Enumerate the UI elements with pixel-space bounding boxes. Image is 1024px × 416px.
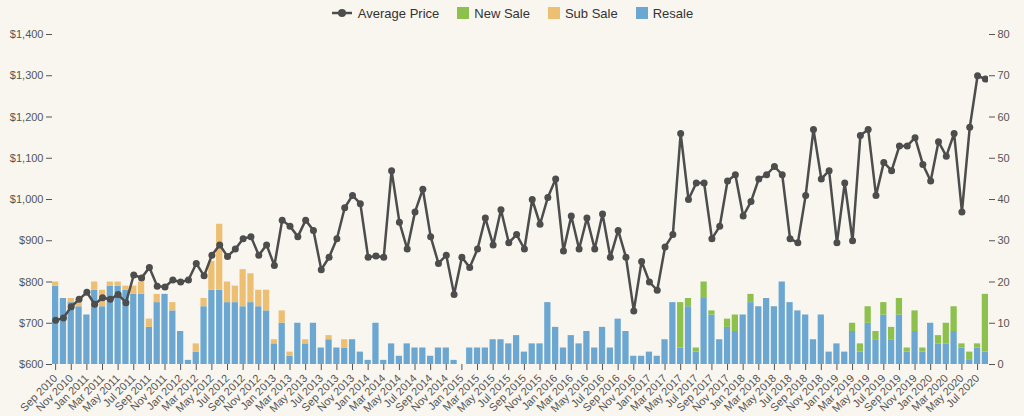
svg-text:Mar 2019: Mar 2019 xyxy=(815,371,857,414)
svg-text:Sep 2018: Sep 2018 xyxy=(767,371,810,414)
svg-text:Jan 2015: Jan 2015 xyxy=(425,371,466,413)
svg-text:50: 50 xyxy=(998,152,1010,164)
svg-text:Nov 2011: Nov 2011 xyxy=(127,371,169,413)
svg-text:Jan 2018: Jan 2018 xyxy=(706,371,748,413)
svg-text:Mar 2017: Mar 2017 xyxy=(627,371,669,414)
svg-text:Nov 2016: Nov 2016 xyxy=(595,371,638,414)
svg-text:$1,000: $1,000 xyxy=(10,193,44,205)
html-text:Sub Sale: Sub Sale xyxy=(564,5,618,21)
svg-text:Sep 2019: Sep 2019 xyxy=(861,371,904,414)
svg-text:Sep 2011: Sep 2011 xyxy=(112,371,154,413)
svg-text:Nov 2012: Nov 2012 xyxy=(220,371,263,414)
svg-text:May 2014: May 2014 xyxy=(360,371,404,415)
html-text:Average Price: Average Price xyxy=(357,5,440,21)
svg-text:$1,400: $1,400 xyxy=(10,28,44,40)
svg-text:Mar 2013: Mar 2013 xyxy=(252,371,294,414)
svg-text:40: 40 xyxy=(998,193,1010,205)
html-text:Resale: Resale xyxy=(652,5,694,21)
svg-text:Jul 2016: Jul 2016 xyxy=(568,371,607,410)
svg-text:Nov 2017: Nov 2017 xyxy=(689,371,732,414)
svg-text:$900: $900 xyxy=(19,234,43,246)
svg-text:Mar 2011: Mar 2011 xyxy=(65,371,107,413)
svg-text:0: 0 xyxy=(998,358,1004,370)
svg-text:May 2020: May 2020 xyxy=(923,371,966,415)
svg-text:May 2015: May 2015 xyxy=(454,371,498,415)
svg-text:May 2012: May 2012 xyxy=(173,371,216,415)
svg-text:Jul 2014: Jul 2014 xyxy=(381,371,419,410)
svg-text:Mar 2015: Mar 2015 xyxy=(440,371,482,414)
svg-text:$700: $700 xyxy=(19,317,43,329)
svg-text:Jan 2016: Jan 2016 xyxy=(519,371,560,413)
svg-text:10: 10 xyxy=(998,317,1010,329)
svg-text:$1,300: $1,300 xyxy=(10,69,44,81)
svg-text:Jan 2012: Jan 2012 xyxy=(144,371,185,413)
svg-text:Sep 2014: Sep 2014 xyxy=(392,371,435,414)
svg-text:Mar 2012: Mar 2012 xyxy=(158,371,201,414)
svg-text:Jul 2012: Jul 2012 xyxy=(193,371,232,410)
svg-text:Sep 2012: Sep 2012 xyxy=(205,371,247,414)
svg-text:60: 60 xyxy=(998,111,1010,123)
svg-text:80: 80 xyxy=(998,28,1010,40)
svg-text:Jan 2019: Jan 2019 xyxy=(800,371,841,413)
svg-text:May 2016: May 2016 xyxy=(548,371,591,415)
html-text:New Sale: New Sale xyxy=(474,5,530,21)
svg-text:$600: $600 xyxy=(19,358,43,370)
svg-text:20: 20 xyxy=(998,276,1010,288)
svg-text:Mar 2016: Mar 2016 xyxy=(533,371,576,414)
svg-text:Nov 2018: Nov 2018 xyxy=(783,371,826,414)
svg-text:Nov 2013: Nov 2013 xyxy=(314,371,357,414)
svg-text:30: 30 xyxy=(998,234,1010,246)
svg-text:Sep 2017: Sep 2017 xyxy=(674,371,716,414)
svg-text:May 2019: May 2019 xyxy=(829,371,873,415)
svg-text:$1,200: $1,200 xyxy=(10,111,44,123)
svg-text:Sep 2010: Sep 2010 xyxy=(17,371,60,414)
svg-text:70: 70 xyxy=(998,69,1010,81)
svg-text:Jan 2011: Jan 2011 xyxy=(50,371,91,412)
svg-text:$800: $800 xyxy=(19,276,43,288)
svg-text:May 2011: May 2011 xyxy=(80,371,122,414)
svg-text:Sep 2015: Sep 2015 xyxy=(486,371,529,414)
svg-text:Jul 2015: Jul 2015 xyxy=(474,371,513,410)
svg-text:Mar 2020: Mar 2020 xyxy=(908,371,951,414)
svg-text:Jul 2019: Jul 2019 xyxy=(849,371,888,410)
svg-text:$1,100: $1,100 xyxy=(10,152,44,164)
svg-text:Jul 2017: Jul 2017 xyxy=(662,371,701,410)
svg-text:Jan 2014: Jan 2014 xyxy=(331,371,372,413)
svg-text:Mar 2018: Mar 2018 xyxy=(721,371,763,414)
svg-text:Sep 2016: Sep 2016 xyxy=(580,371,623,414)
svg-text:Nov 2014: Nov 2014 xyxy=(408,371,451,414)
svg-text:May 2013: May 2013 xyxy=(266,371,310,415)
svg-text:Jul 2018: Jul 2018 xyxy=(756,371,794,410)
svg-text:Nov 2015: Nov 2015 xyxy=(502,371,544,414)
svg-text:Mar 2014: Mar 2014 xyxy=(346,371,388,414)
svg-text:May 2017: May 2017 xyxy=(641,371,685,415)
svg-text:May 2018: May 2018 xyxy=(735,371,779,415)
svg-text:Jul 2011: Jul 2011 xyxy=(100,371,138,410)
svg-text:Nov 2010: Nov 2010 xyxy=(33,371,76,414)
svg-text:Jul 2020: Jul 2020 xyxy=(944,372,982,410)
svg-text:Nov 2019: Nov 2019 xyxy=(877,371,919,414)
svg-text:Jul 2013: Jul 2013 xyxy=(287,371,326,410)
svg-text:Jan 2017: Jan 2017 xyxy=(612,371,654,413)
svg-text:Jan 2013: Jan 2013 xyxy=(237,371,279,413)
svg-text:Sep 2013: Sep 2013 xyxy=(299,371,341,414)
svg-text:Jan 2020: Jan 2020 xyxy=(894,371,935,413)
